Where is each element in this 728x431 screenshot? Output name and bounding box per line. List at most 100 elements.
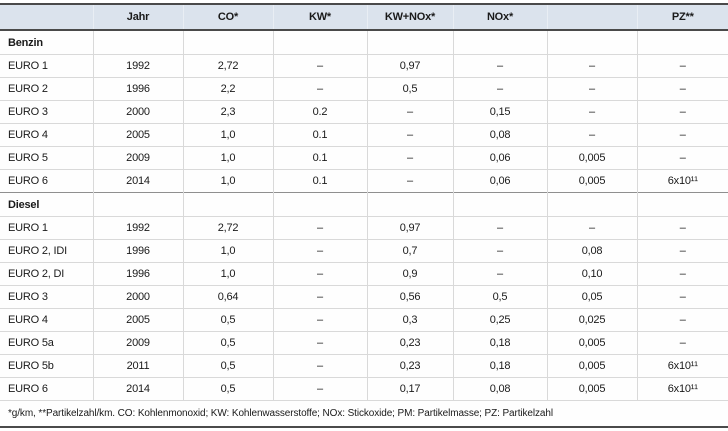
row-label: EURO 5 — [0, 146, 93, 170]
empty-cell — [182, 29, 273, 55]
value-cell: 2,2 — [182, 77, 273, 101]
column-header-1: Jahr — [92, 4, 183, 31]
value-cell: 0,08 — [452, 377, 547, 401]
value-cell: 0.2 — [272, 100, 367, 124]
section-label: Diesel — [0, 192, 93, 217]
empty-cell — [272, 192, 367, 217]
value-cell: – — [636, 54, 728, 78]
value-cell: 6x10¹¹ — [636, 354, 728, 378]
value-cell: – — [636, 285, 728, 309]
table-row: EURO 2, IDI 1996 1,0–0,7–0,08– — [0, 239, 728, 263]
value-cell: 0,5 — [182, 354, 273, 378]
value-cell: – — [636, 331, 728, 355]
value-cell: 0,08 — [452, 123, 547, 147]
value-cell: – — [366, 146, 453, 170]
row-label: EURO 5a — [0, 331, 93, 355]
column-header-2: CO* — [182, 4, 273, 31]
value-cell: – — [272, 239, 367, 263]
row-label: EURO 3 — [0, 285, 93, 309]
section-row-diesel: Diesel — [0, 192, 728, 217]
value-cell: – — [636, 262, 728, 286]
value-cell: 0,23 — [366, 331, 453, 355]
value-cell: 0,5 — [182, 308, 273, 332]
value-cell: 2009 — [92, 331, 183, 355]
empty-cell — [366, 192, 453, 217]
value-cell: 0,23 — [366, 354, 453, 378]
table-row: EURO 4 2005 0,5–0,3 0,25 0,025– — [0, 308, 728, 332]
empty-cell — [636, 192, 728, 217]
value-cell: 1,0 — [182, 123, 273, 147]
empty-cell — [272, 29, 367, 55]
value-cell: 1996 — [92, 77, 183, 101]
empty-cell — [452, 29, 547, 55]
empty-cell — [92, 29, 183, 55]
empty-cell — [92, 192, 183, 217]
value-cell: 0,05 — [546, 285, 637, 309]
value-cell: – — [452, 216, 547, 240]
value-cell: 0,9 — [366, 262, 453, 286]
value-cell: 1996 — [92, 239, 183, 263]
value-cell: – — [272, 308, 367, 332]
column-header-4: KW+NOx* — [366, 4, 453, 31]
column-header-7: PZ** — [636, 4, 728, 31]
value-cell: 0,5 — [182, 331, 273, 355]
value-cell: 1,0 — [182, 239, 273, 263]
value-cell: – — [272, 331, 367, 355]
value-cell: – — [366, 169, 453, 193]
table-row: EURO 2 1996 2,2–0,5– – – — [0, 77, 728, 101]
value-cell: – — [636, 146, 728, 170]
row-label: EURO 4 — [0, 123, 93, 147]
value-cell: 1,0 — [182, 169, 273, 193]
value-cell: 0,3 — [366, 308, 453, 332]
table-row: EURO 2, DI 1996 1,0–0,9–0,10– — [0, 262, 728, 286]
value-cell: 0,005 — [546, 377, 637, 401]
value-cell: 0,025 — [546, 308, 637, 332]
value-cell: – — [546, 100, 637, 124]
value-cell: 1996 — [92, 262, 183, 286]
table-row: EURO 3 2000 0,64–0,56 0,5 0,05– — [0, 285, 728, 309]
value-cell: 0,5 — [452, 285, 547, 309]
table-row: EURO 5a 2009 0,5–0,23 0,18 0,005– — [0, 331, 728, 355]
section-row-benzin: Benzin — [0, 29, 728, 55]
value-cell: 2000 — [92, 285, 183, 309]
table-row: EURO 6 2014 1,0 0.1–0,06 0,005 6x10¹¹ — [0, 169, 728, 193]
value-cell: 2014 — [92, 169, 183, 193]
value-cell: – — [636, 216, 728, 240]
value-cell: 0,5 — [182, 377, 273, 401]
row-label: EURO 2, IDI — [0, 239, 93, 263]
column-header-5: NOx* — [452, 4, 547, 31]
value-cell: 0,7 — [366, 239, 453, 263]
value-cell: – — [452, 239, 547, 263]
value-cell: – — [272, 285, 367, 309]
value-cell: – — [636, 100, 728, 124]
table-row: EURO 5b 2011 0,5–0,23 0,18 0,005 6x10¹¹ — [0, 354, 728, 378]
value-cell: 0,97 — [366, 216, 453, 240]
row-label: EURO 6 — [0, 377, 93, 401]
value-cell: 0,08 — [546, 239, 637, 263]
table-row: EURO 5 2009 1,0 0.1–0,06 0,005– — [0, 146, 728, 170]
value-cell: 6x10¹¹ — [636, 377, 728, 401]
value-cell: 0,005 — [546, 146, 637, 170]
euro-emissions-limits-table: Jahr CO* KW* KW+NOx* NOx* PZ** Benzin EURO 1 19… — [0, 3, 728, 428]
row-label: EURO 2, DI — [0, 262, 93, 286]
value-cell: 0,56 — [366, 285, 453, 309]
value-cell: 1,0 — [182, 262, 273, 286]
value-cell: – — [546, 77, 637, 101]
value-cell: 2011 — [92, 354, 183, 378]
value-cell: 2014 — [92, 377, 183, 401]
value-cell: 0,18 — [452, 354, 547, 378]
row-label: EURO 4 — [0, 308, 93, 332]
empty-cell — [366, 29, 453, 55]
empty-cell — [636, 29, 728, 55]
value-cell: 0,97 — [366, 54, 453, 78]
value-cell: 0,25 — [452, 308, 547, 332]
column-header-3: KW* — [272, 4, 367, 31]
value-cell: 1992 — [92, 216, 183, 240]
value-cell: 0,06 — [452, 146, 547, 170]
value-cell: – — [272, 377, 367, 401]
value-cell: – — [366, 123, 453, 147]
value-cell: 0,15 — [452, 100, 547, 124]
value-cell: – — [546, 54, 637, 78]
table-row: EURO 1 1992 2,72–0,97– – – — [0, 54, 728, 78]
table-body: Benzin EURO 1 1992 2,72–0,97– – – EURO 2 1996 2,… — [0, 29, 728, 401]
